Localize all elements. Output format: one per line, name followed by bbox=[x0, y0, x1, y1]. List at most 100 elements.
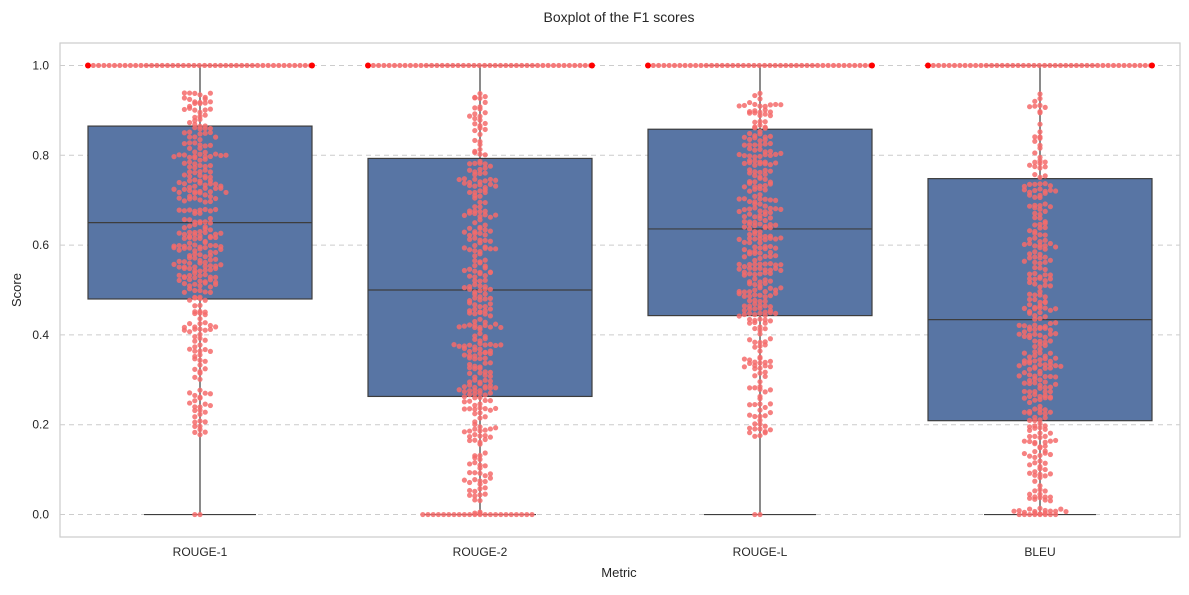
data-point bbox=[197, 369, 203, 375]
data-point bbox=[1042, 362, 1048, 368]
data-point bbox=[752, 312, 758, 318]
data-point bbox=[187, 320, 193, 327]
data-point bbox=[472, 336, 478, 343]
data-point bbox=[202, 219, 208, 225]
data-point bbox=[767, 162, 774, 168]
data-point bbox=[213, 242, 219, 249]
data-point bbox=[757, 221, 763, 227]
data-point bbox=[1042, 314, 1048, 320]
data-point bbox=[197, 268, 203, 274]
data-point bbox=[477, 193, 483, 199]
data-point bbox=[1032, 406, 1038, 412]
data-point bbox=[187, 159, 193, 165]
data-point bbox=[477, 388, 483, 394]
data-point bbox=[757, 255, 763, 262]
data-point bbox=[762, 244, 768, 250]
data-point bbox=[1042, 159, 1048, 165]
swarm-points bbox=[85, 62, 1155, 518]
data-point bbox=[181, 289, 187, 295]
data-point bbox=[197, 145, 203, 151]
data-point bbox=[477, 204, 483, 210]
data-point bbox=[762, 270, 768, 276]
data-point bbox=[1032, 331, 1038, 337]
data-point bbox=[1037, 430, 1043, 436]
data-point bbox=[1032, 150, 1038, 156]
data-point bbox=[487, 228, 493, 234]
data-point bbox=[762, 428, 768, 435]
data-point-max bbox=[973, 62, 979, 69]
data-point bbox=[747, 235, 753, 242]
data-point bbox=[1047, 320, 1053, 327]
data-point bbox=[1047, 394, 1053, 400]
data-point bbox=[187, 252, 193, 259]
data-point-max bbox=[365, 62, 371, 69]
data-point bbox=[181, 324, 187, 330]
data-point bbox=[187, 120, 193, 126]
data-point bbox=[218, 152, 224, 159]
data-point bbox=[482, 397, 488, 404]
data-point-min bbox=[197, 511, 203, 518]
data-point bbox=[752, 339, 758, 345]
data-point bbox=[1027, 433, 1033, 440]
data-point-max bbox=[869, 62, 875, 69]
data-point bbox=[482, 184, 488, 191]
data-point bbox=[467, 236, 473, 242]
data-point bbox=[1042, 411, 1048, 417]
data-point bbox=[1037, 396, 1043, 403]
data-point bbox=[1032, 494, 1038, 500]
data-point-max bbox=[175, 62, 181, 69]
data-point bbox=[762, 317, 768, 323]
data-point bbox=[472, 291, 478, 297]
data-point bbox=[181, 198, 187, 204]
data-point-max bbox=[677, 62, 683, 69]
data-point-max bbox=[1116, 62, 1122, 69]
data-point bbox=[1053, 363, 1059, 369]
data-point bbox=[197, 210, 203, 216]
data-point bbox=[741, 224, 748, 230]
data-point bbox=[467, 437, 473, 444]
data-point bbox=[778, 150, 784, 156]
data-point bbox=[1032, 181, 1038, 187]
data-point bbox=[757, 292, 763, 298]
data-point-min bbox=[519, 511, 525, 518]
data-point bbox=[202, 206, 208, 213]
data-point bbox=[187, 260, 193, 266]
data-point-max bbox=[1121, 62, 1127, 69]
data-point bbox=[767, 364, 774, 370]
data-point bbox=[773, 262, 779, 268]
data-point bbox=[192, 107, 198, 113]
data-point-max bbox=[1079, 62, 1085, 69]
data-point-max bbox=[930, 62, 936, 69]
data-point bbox=[477, 230, 483, 236]
data-point bbox=[181, 160, 187, 166]
data-point bbox=[487, 181, 493, 187]
data-point bbox=[773, 310, 779, 316]
data-point bbox=[778, 102, 784, 108]
data-point bbox=[482, 99, 488, 106]
data-point-max bbox=[983, 62, 989, 69]
data-point bbox=[192, 140, 198, 146]
data-point bbox=[757, 331, 763, 337]
data-point-max bbox=[709, 62, 715, 69]
data-point bbox=[747, 271, 753, 277]
data-point bbox=[747, 231, 753, 238]
data-point-max bbox=[666, 62, 672, 69]
data-point bbox=[741, 303, 748, 309]
data-point-max bbox=[994, 62, 1000, 69]
data-point bbox=[1032, 304, 1038, 310]
data-point bbox=[477, 199, 483, 205]
data-point bbox=[482, 450, 488, 456]
data-point bbox=[472, 306, 478, 312]
data-point bbox=[757, 324, 763, 330]
data-point bbox=[1021, 329, 1027, 335]
data-point bbox=[472, 311, 478, 317]
data-point bbox=[1032, 249, 1038, 255]
data-point bbox=[1037, 284, 1043, 290]
data-point bbox=[1027, 417, 1033, 423]
data-point bbox=[202, 100, 208, 106]
data-point bbox=[461, 394, 467, 400]
data-point bbox=[1058, 506, 1064, 512]
data-point bbox=[757, 236, 763, 242]
data-point bbox=[181, 95, 187, 101]
data-point bbox=[1032, 159, 1038, 165]
